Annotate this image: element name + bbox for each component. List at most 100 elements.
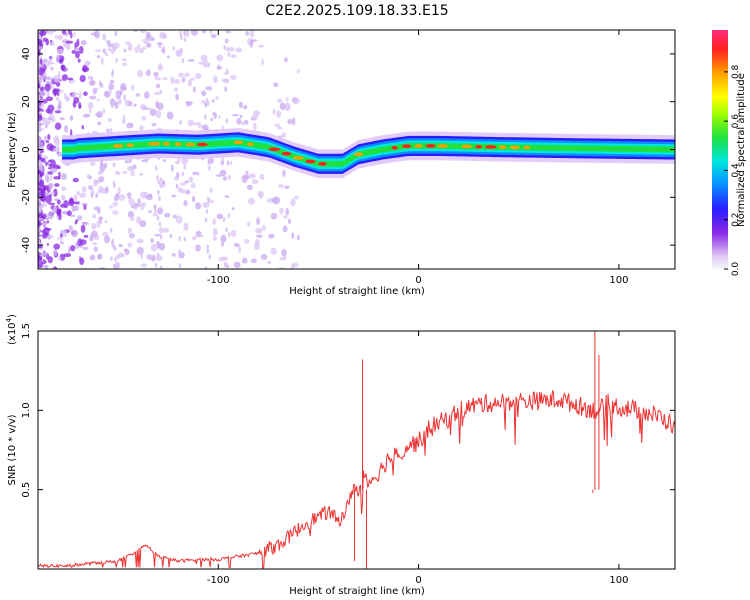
noise-blob <box>42 222 47 228</box>
noise-blob <box>94 49 102 53</box>
noise-blob <box>42 185 50 191</box>
noise-blob <box>52 206 58 214</box>
y-tick-label: 0.5 <box>21 482 32 498</box>
noise-blob <box>60 203 67 208</box>
noise-streak <box>224 86 228 92</box>
noise-streak <box>159 89 163 95</box>
noise-blob <box>215 174 223 177</box>
noise-blob <box>89 79 96 86</box>
noise-blob <box>172 214 178 219</box>
noise-blob <box>61 195 66 201</box>
noise-blob <box>60 89 64 94</box>
noise-blob <box>125 249 129 254</box>
noise-blob <box>103 162 108 169</box>
noise-blob <box>95 87 99 91</box>
noise-blob <box>145 31 151 39</box>
noise-blob <box>245 31 250 36</box>
noise-blob <box>45 119 51 126</box>
noise-blob <box>61 186 67 191</box>
hot-spot <box>174 142 182 146</box>
noise-blob <box>127 210 135 219</box>
noise-streak <box>111 69 115 75</box>
noise-blob <box>154 76 162 81</box>
noise-blob <box>127 43 133 51</box>
noise-blob <box>67 77 74 81</box>
noise-streak <box>179 119 182 125</box>
x-tick-label: -100 <box>207 275 230 286</box>
noise-blob <box>211 99 215 103</box>
noise-blob <box>136 238 144 244</box>
noise-streak <box>183 30 186 36</box>
band-core <box>62 139 675 167</box>
noise-blob <box>175 171 180 179</box>
noise-blob <box>248 197 256 205</box>
noise-streak <box>159 234 163 240</box>
hot-spot <box>498 145 507 149</box>
noise-blob <box>39 89 46 97</box>
noise-streak <box>206 196 210 202</box>
noise-blob <box>70 245 76 252</box>
noise-blob <box>38 200 41 205</box>
noise-blob <box>247 221 251 227</box>
noise-blob <box>233 261 241 268</box>
noise-blob <box>47 235 55 239</box>
noise-blob <box>199 234 204 238</box>
noise-blob <box>103 235 111 244</box>
noise-blob <box>141 46 147 50</box>
spectrogram-y-label: Frequency (Hz) <box>7 112 18 188</box>
noise-blob <box>169 233 173 238</box>
noise-blob <box>235 47 243 53</box>
noise-blob <box>249 40 253 48</box>
noise-blob <box>45 38 49 46</box>
noise-blob <box>291 263 295 269</box>
noise-blob <box>138 204 142 208</box>
snr-x-ticks: -100 0 100 <box>207 331 628 586</box>
noise-blob <box>45 140 50 144</box>
noise-blob <box>221 241 224 247</box>
noise-streak <box>222 237 225 243</box>
noise-blob <box>285 97 289 102</box>
snr-x-label: Height of straight line (km) <box>289 586 425 597</box>
noise-blob <box>170 76 175 84</box>
noise-blob <box>38 256 43 260</box>
noise-blob <box>137 43 141 50</box>
hot-spot <box>425 144 436 148</box>
noise-blob <box>183 199 188 207</box>
noise-blob <box>114 101 119 110</box>
noise-blob <box>82 246 89 251</box>
noise-blob <box>69 114 74 122</box>
noise-blob <box>151 123 157 127</box>
noise-blob <box>77 58 81 63</box>
noise-streak <box>115 58 118 64</box>
noise-blob <box>153 71 159 77</box>
noise-blob <box>212 218 216 226</box>
noise-blob <box>258 191 264 199</box>
noise-blob <box>210 117 214 122</box>
noise-blob <box>57 34 63 41</box>
noise-blob <box>245 170 249 175</box>
noise-blob <box>46 90 50 98</box>
noise-blob <box>123 94 127 102</box>
noise-streak <box>208 165 211 171</box>
noise-blob <box>134 46 139 54</box>
noise-streak <box>204 266 208 269</box>
hot-spot <box>461 144 472 149</box>
noise-blob <box>179 189 186 194</box>
noise-blob <box>163 212 171 218</box>
colorbar-tick-label: 0.8 <box>731 64 741 79</box>
noise-blob <box>72 177 79 183</box>
noise-blob <box>96 111 103 118</box>
noise-blob <box>142 38 150 44</box>
hot-spot <box>391 146 398 150</box>
snr-y-label: SNR (10 * v/v) <box>7 414 18 485</box>
noise-blob <box>156 102 164 111</box>
noise-blob <box>83 234 89 238</box>
noise-blob <box>77 215 83 221</box>
noise-blob <box>139 172 143 176</box>
noise-streak <box>111 103 114 109</box>
noise-blob <box>205 86 213 91</box>
noise-blob <box>196 171 200 176</box>
noise-blob <box>278 184 284 188</box>
noise-blob <box>239 114 243 118</box>
noise-blob <box>274 123 281 127</box>
